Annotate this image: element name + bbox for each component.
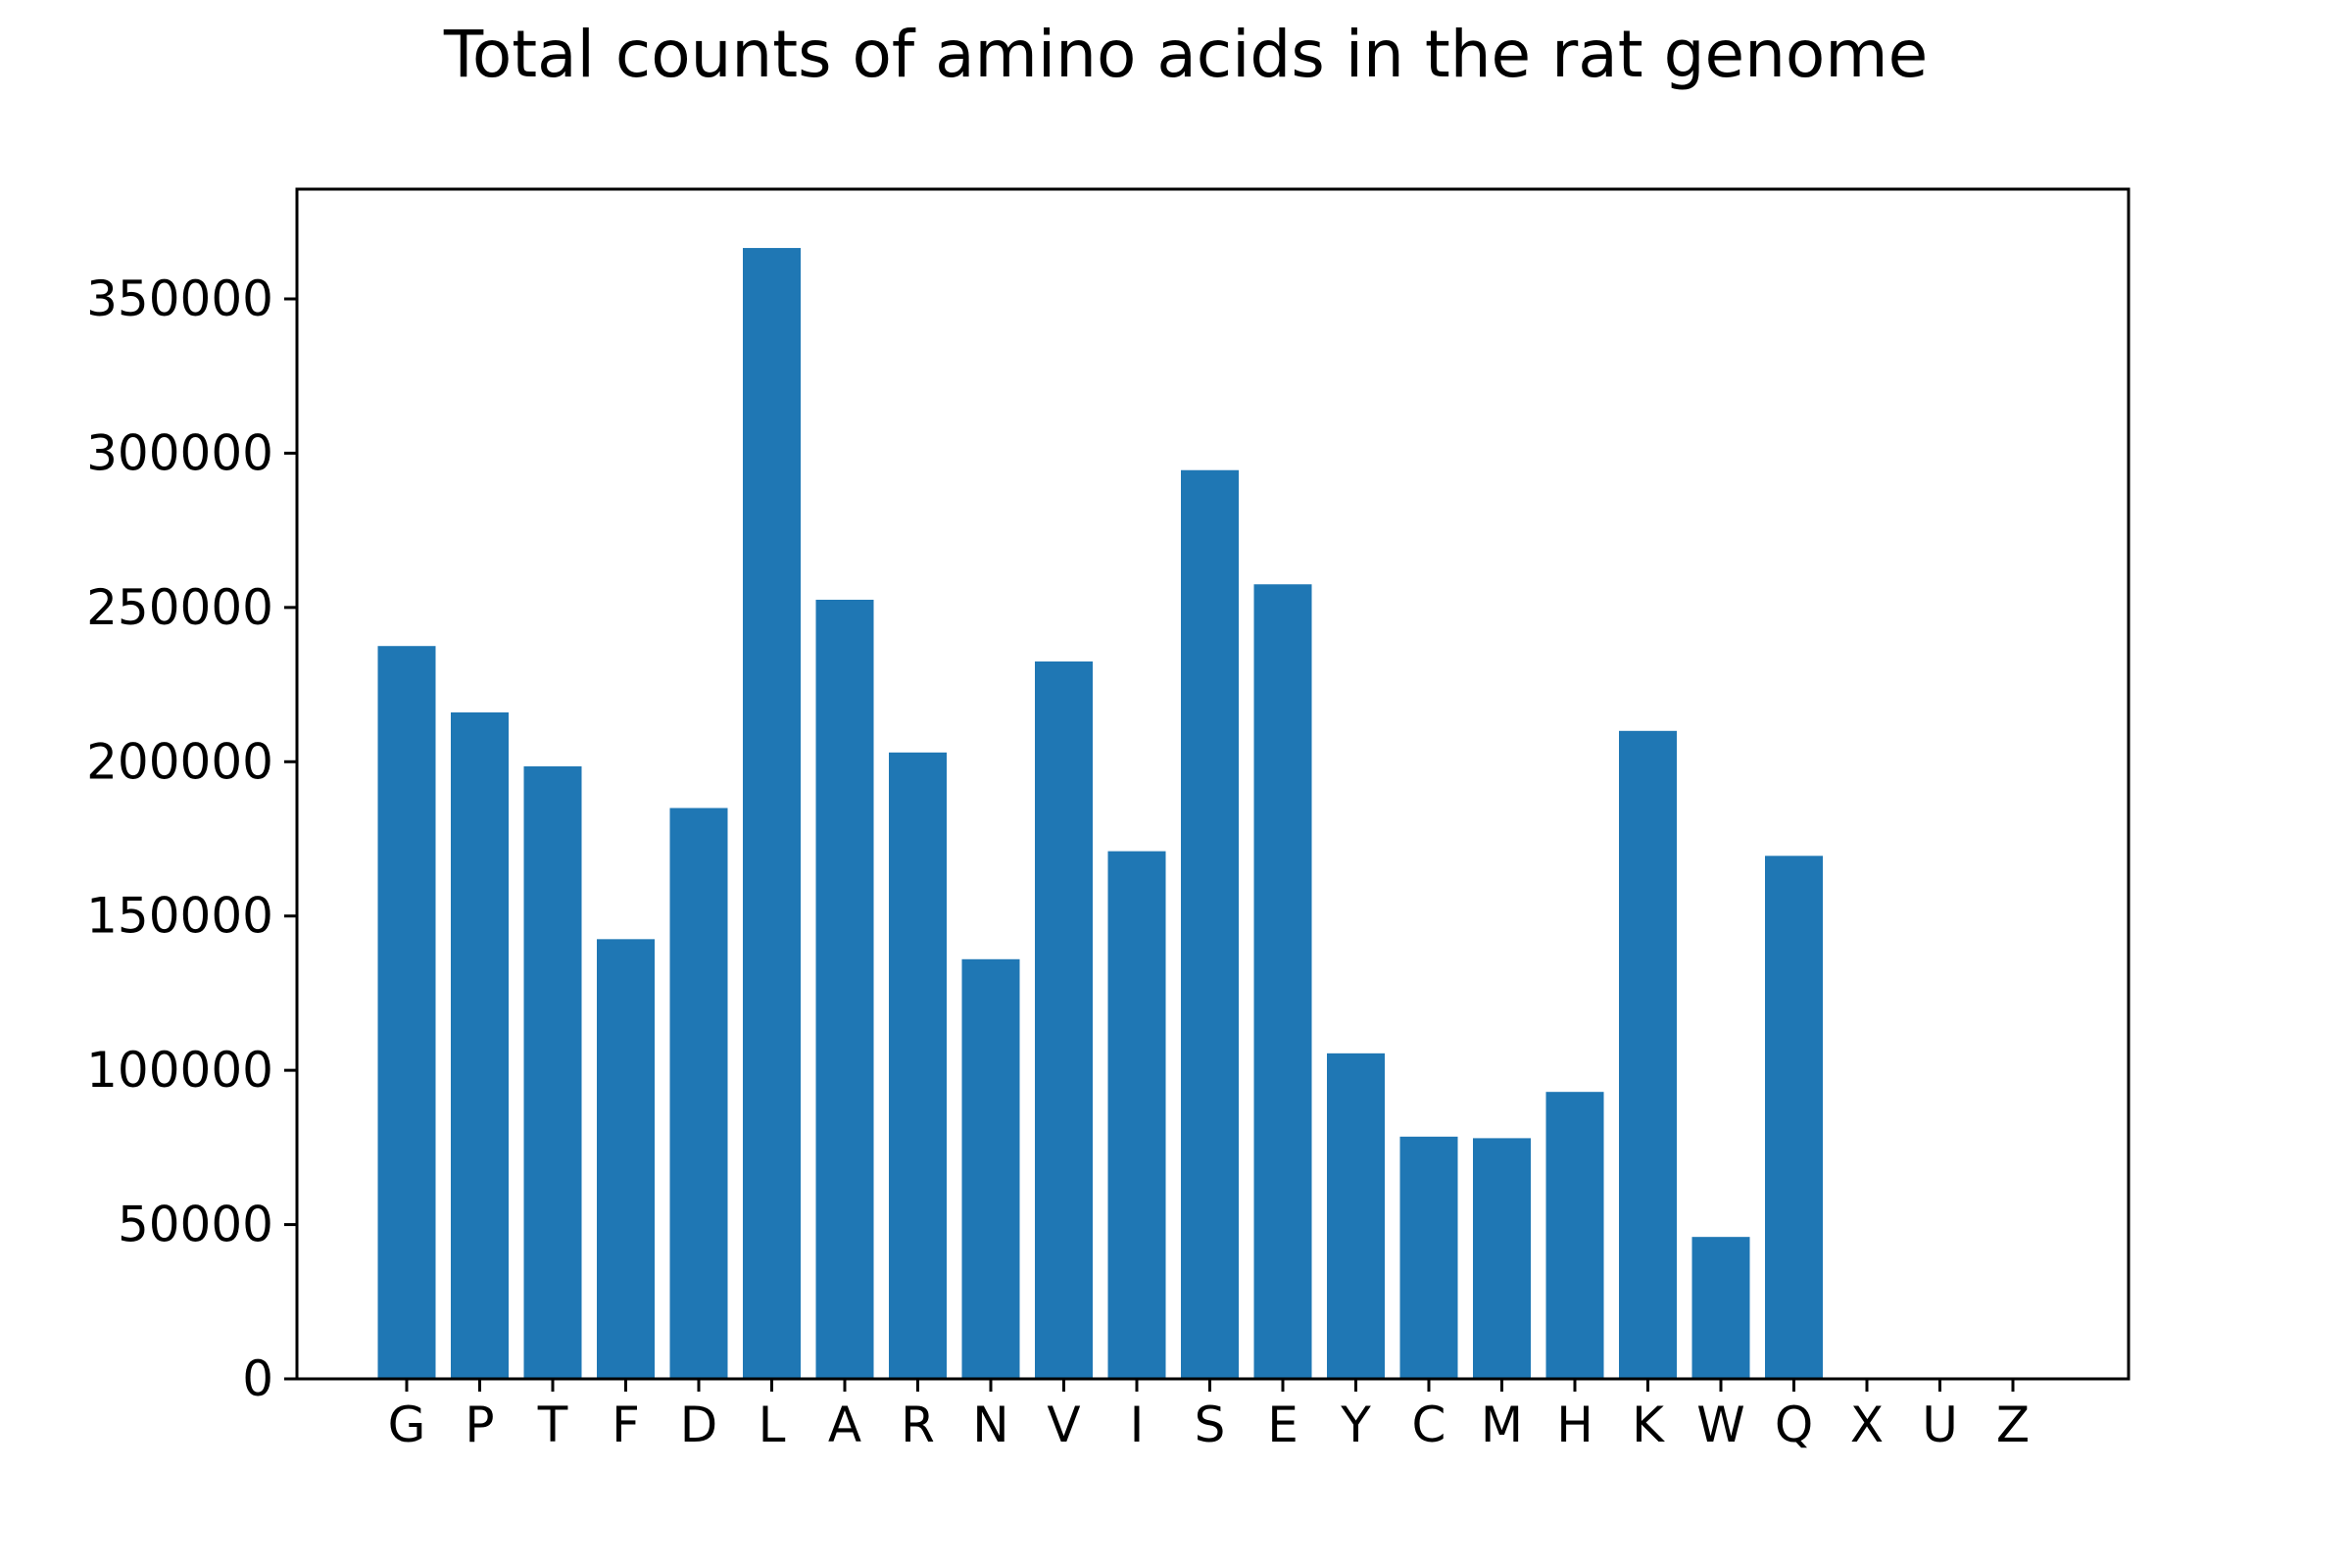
x-tick-label: T [537, 1396, 568, 1453]
x-tick-label: Y [1340, 1396, 1371, 1453]
bar-G [377, 646, 436, 1379]
chart-title: Total counts of amino acids in the rat g… [443, 17, 1928, 92]
x-tick-label: R [901, 1396, 935, 1453]
bar-T [523, 766, 582, 1379]
bar-W [1691, 1237, 1750, 1379]
bar-S [1181, 469, 1239, 1379]
y-tick-label: 150000 [86, 888, 273, 945]
y-tick-label: 250000 [86, 579, 273, 636]
x-tick-label: X [1850, 1396, 1884, 1453]
x-tick-label: D [680, 1396, 718, 1453]
x-tick-label: V [1047, 1396, 1080, 1453]
x-tick-label: H [1556, 1396, 1593, 1453]
x-tick-label: U [1922, 1396, 1958, 1453]
x-tick-label: W [1696, 1396, 1744, 1453]
x-tick-label: P [465, 1396, 494, 1453]
y-axis: 0 50000 100000 150000 200000 250000 300000 3500… [86, 270, 297, 1407]
bar-A [815, 599, 874, 1379]
x-tick-label: I [1130, 1396, 1145, 1453]
plot-frame [295, 187, 2131, 1381]
bar-L [743, 248, 801, 1379]
x-tick-label: K [1632, 1396, 1665, 1453]
y-tick-label: 50000 [118, 1197, 273, 1253]
bar-P [451, 711, 509, 1379]
bar-M [1473, 1138, 1531, 1379]
bar-E [1253, 584, 1312, 1379]
x-tick-label: F [612, 1396, 640, 1453]
bar-K [1619, 730, 1677, 1379]
x-tick-label: S [1195, 1396, 1226, 1453]
x-tick-label: M [1481, 1396, 1523, 1453]
bar-V [1035, 661, 1093, 1379]
bar-N [961, 958, 1020, 1379]
y-tick-label: 200000 [86, 733, 273, 790]
bars-group [377, 248, 1823, 1379]
bar-R [889, 752, 947, 1379]
y-tick-label: 300000 [86, 424, 273, 481]
x-tick-label: A [828, 1396, 861, 1453]
bar-I [1107, 851, 1166, 1379]
y-tick-label: 100000 [86, 1042, 273, 1099]
x-tick-label: C [1412, 1396, 1446, 1453]
bar-Q [1765, 856, 1823, 1379]
bar-D [669, 808, 728, 1379]
bar-Y [1327, 1053, 1385, 1379]
bar-F [597, 939, 655, 1379]
x-tick-label: Q [1775, 1396, 1813, 1453]
x-tick-label: E [1267, 1396, 1298, 1453]
x-tick-label: G [388, 1396, 426, 1453]
bar-H [1545, 1092, 1604, 1379]
y-tick-label: 350000 [86, 270, 273, 327]
bar-C [1399, 1136, 1458, 1379]
y-tick-label: 0 [242, 1350, 273, 1407]
x-tick-label: L [759, 1396, 786, 1453]
x-tick-label: N [972, 1396, 1008, 1453]
x-tick-label: Z [1996, 1396, 2030, 1453]
